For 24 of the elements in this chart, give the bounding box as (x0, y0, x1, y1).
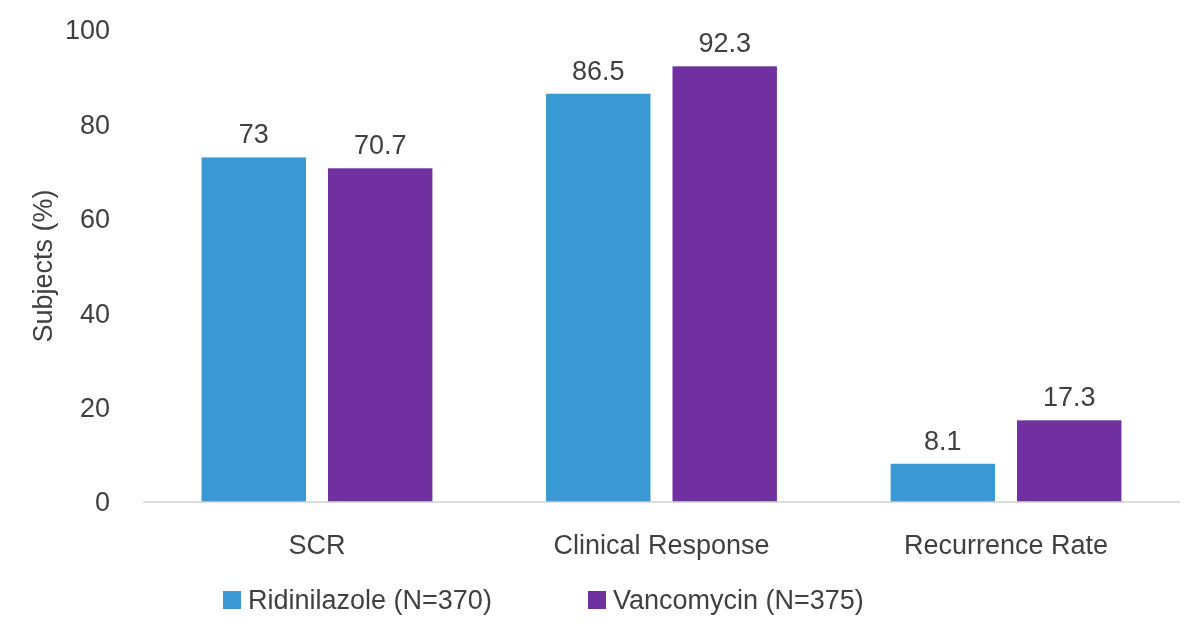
data-label: 92.3 (698, 28, 751, 59)
legend-label: Ridinilazole (N=370) (248, 585, 492, 616)
data-label: 17.3 (1042, 382, 1096, 413)
y-axis-title: Subjects (%) (28, 189, 58, 343)
bar (890, 463, 996, 502)
bar (1017, 420, 1122, 502)
bar (201, 157, 306, 502)
data-label: 73 (238, 119, 269, 150)
data-label: 70.7 (353, 130, 407, 161)
y-tick-label: 0 (94, 487, 110, 518)
data-label: 86.5 (572, 55, 625, 86)
bar (672, 66, 777, 502)
y-tick-label: 100 (64, 15, 110, 46)
bar (546, 93, 651, 502)
data-label: 8.1 (924, 425, 962, 456)
y-tick-label: 60 (79, 204, 110, 235)
legend-label: Vancomycin (N=375) (613, 585, 864, 616)
x-tick-label: Recurrence Rate (903, 530, 1109, 560)
x-tick-label: Clinical Response (553, 530, 770, 560)
x-tick-label: SCR (288, 530, 346, 560)
y-tick-label: 40 (79, 298, 110, 329)
y-tick-label: 80 (79, 109, 110, 140)
bar (327, 168, 433, 502)
y-tick-label: 20 (79, 393, 110, 424)
